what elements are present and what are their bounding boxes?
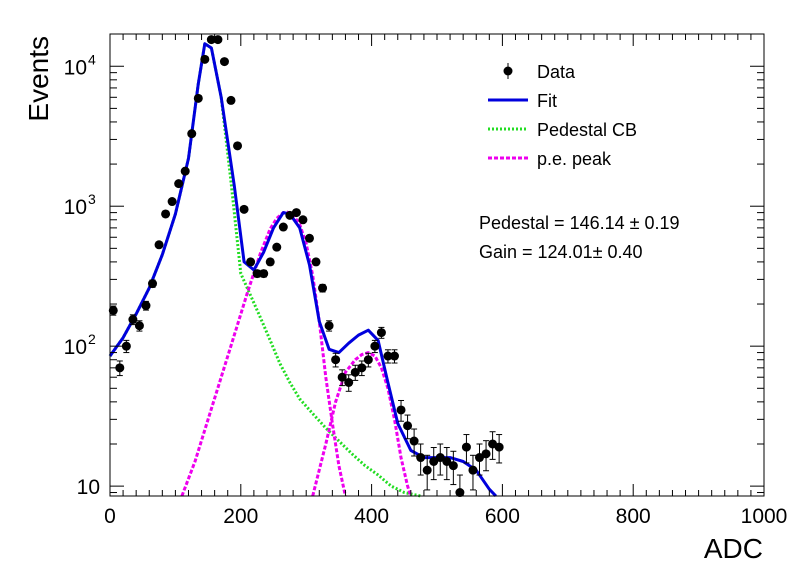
y-tick-label: 10 bbox=[77, 476, 100, 499]
data-point bbox=[357, 363, 367, 373]
data-point bbox=[108, 305, 118, 315]
x-tick-labels: 0 200 400 600 800 1000 bbox=[104, 505, 787, 528]
data-point bbox=[409, 436, 419, 446]
data-point bbox=[324, 321, 334, 331]
legend-label: Fit bbox=[537, 91, 557, 111]
data-point bbox=[187, 129, 197, 139]
data-point bbox=[161, 209, 171, 219]
data-point bbox=[331, 355, 341, 365]
data-point bbox=[383, 351, 393, 361]
data-point bbox=[246, 257, 256, 267]
pedestal-result: Pedestal = 146.14 ± 0.19 bbox=[479, 213, 680, 233]
y-tick-exponent: 4 bbox=[88, 51, 96, 67]
data-point bbox=[435, 453, 445, 463]
data-point bbox=[121, 341, 131, 351]
y-tick-label: 10 bbox=[64, 56, 87, 79]
data-point bbox=[154, 240, 164, 250]
data-point bbox=[481, 449, 491, 459]
pedestal-cb-curve bbox=[108, 42, 421, 498]
data-point bbox=[494, 442, 504, 452]
legend-label: Data bbox=[537, 62, 576, 82]
x-tick-label: 1000 bbox=[741, 505, 788, 528]
legend-label: p.e. peak bbox=[537, 149, 612, 169]
data-point bbox=[291, 208, 301, 218]
data-point bbox=[396, 405, 406, 415]
data-point bbox=[134, 321, 144, 331]
data-point bbox=[363, 355, 373, 365]
legend-label: Pedestal CB bbox=[537, 120, 637, 140]
data-point bbox=[344, 378, 354, 388]
data-point bbox=[403, 421, 413, 431]
data-point bbox=[429, 456, 439, 466]
data-point bbox=[442, 456, 452, 466]
data-point bbox=[370, 341, 380, 351]
y-tick-exponent: 3 bbox=[88, 191, 96, 207]
data-point bbox=[389, 351, 399, 361]
x-tick-label: 400 bbox=[354, 505, 389, 528]
data-point bbox=[455, 488, 465, 498]
data-point bbox=[259, 269, 269, 279]
data-point bbox=[272, 242, 282, 252]
data-point bbox=[337, 372, 347, 382]
data-point bbox=[200, 54, 210, 64]
data-point bbox=[128, 315, 138, 325]
axis-ticks bbox=[109, 34, 765, 496]
data-point bbox=[252, 269, 262, 279]
data-point bbox=[422, 465, 432, 475]
data-point bbox=[206, 35, 216, 45]
data-point bbox=[304, 233, 314, 243]
data-point bbox=[311, 257, 321, 267]
x-tick-label: 0 bbox=[104, 505, 116, 528]
y-tick-exponent: 2 bbox=[88, 331, 96, 347]
data-point bbox=[180, 166, 190, 176]
data-point bbox=[461, 442, 471, 452]
data-point bbox=[318, 283, 328, 293]
data-point bbox=[115, 363, 125, 373]
data-point bbox=[226, 95, 236, 105]
x-tick-label: 200 bbox=[223, 505, 258, 528]
data-point bbox=[233, 141, 243, 151]
data-points-layer bbox=[108, 35, 504, 498]
legend: Data Fit Pedestal CB p.e. peak bbox=[488, 62, 637, 169]
data-point bbox=[219, 57, 229, 67]
data-point bbox=[167, 197, 177, 207]
y-axis-title: Events bbox=[23, 36, 54, 122]
data-point bbox=[416, 453, 426, 463]
fit-results: Pedestal = 146.14 ± 0.19 Gain = 124.01± 0… bbox=[479, 213, 680, 262]
data-point bbox=[193, 93, 203, 103]
x-tick-label: 600 bbox=[485, 505, 520, 528]
x-axis-title: ADC bbox=[704, 533, 763, 564]
data-point bbox=[148, 279, 158, 289]
data-point bbox=[350, 367, 360, 377]
pe-peak-curve bbox=[311, 351, 413, 497]
data-point bbox=[174, 179, 184, 189]
x-tick-label: 800 bbox=[616, 505, 651, 528]
data-point bbox=[141, 301, 151, 311]
data-point bbox=[475, 453, 485, 463]
pe-peak-curve bbox=[180, 210, 347, 497]
y-tick-label: 10 bbox=[64, 196, 87, 219]
data-point bbox=[213, 35, 223, 45]
data-point bbox=[265, 257, 275, 267]
legend-marker-data bbox=[503, 66, 513, 76]
data-point bbox=[278, 222, 288, 232]
data-point bbox=[448, 461, 458, 471]
data-point bbox=[239, 204, 249, 214]
y-tick-label: 10 bbox=[64, 336, 87, 359]
gain-result: Gain = 124.01± 0.40 bbox=[479, 242, 643, 262]
data-point bbox=[468, 465, 478, 475]
data-point bbox=[298, 215, 308, 225]
data-point bbox=[376, 328, 386, 338]
